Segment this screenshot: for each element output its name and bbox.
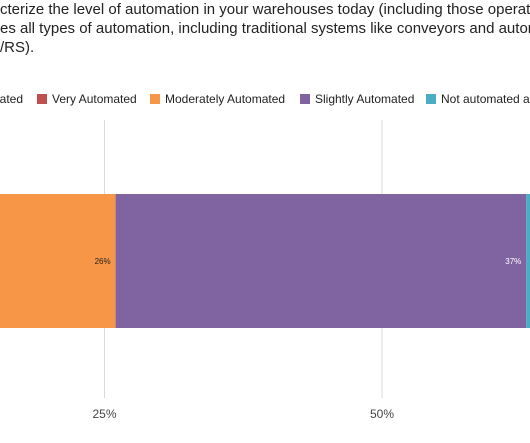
legend-item-automated: uated bbox=[0, 92, 23, 106]
bar-segment bbox=[115, 194, 527, 328]
legend-item-moderately-automated: Moderately Automated bbox=[150, 92, 285, 106]
data-label: 37% bbox=[505, 257, 521, 266]
legend-swatch bbox=[300, 94, 310, 104]
legend-label: Moderately Automated bbox=[165, 92, 286, 106]
chart-legend: uated Very Automated Moderately Automate… bbox=[0, 92, 530, 108]
title-line-3: /RS). bbox=[0, 39, 35, 56]
legend-label: Very Automated bbox=[52, 92, 137, 106]
legend-item-not-automated: Not automated at bbox=[426, 92, 530, 106]
data-labels: 26% 37% bbox=[95, 257, 522, 266]
legend-swatch bbox=[150, 94, 160, 104]
chart-title: cterize the level of automation in your … bbox=[0, 0, 530, 57]
legend-swatch bbox=[426, 94, 436, 104]
legend-label: uated bbox=[0, 92, 24, 106]
bar-segment bbox=[526, 194, 530, 328]
bar-segment bbox=[0, 194, 116, 328]
x-tick-label: 50% bbox=[370, 407, 394, 421]
x-axis-ticks: 25%50%75% bbox=[92, 407, 394, 421]
legend-label: Not automated at bbox=[441, 92, 530, 106]
legend-item-slightly-automated: Slightly Automated bbox=[300, 92, 414, 106]
bar-segments bbox=[0, 194, 530, 328]
x-tick-label: 25% bbox=[92, 407, 116, 421]
legend-item-very-automated: Very Automated bbox=[37, 92, 137, 106]
legend-swatch bbox=[37, 94, 47, 104]
title-line-2: es all types of automation, including tr… bbox=[0, 20, 530, 37]
title-line-1: cterize the level of automation in your … bbox=[0, 1, 530, 18]
legend-label: Slightly Automated bbox=[315, 92, 415, 106]
data-label: 26% bbox=[95, 257, 111, 266]
